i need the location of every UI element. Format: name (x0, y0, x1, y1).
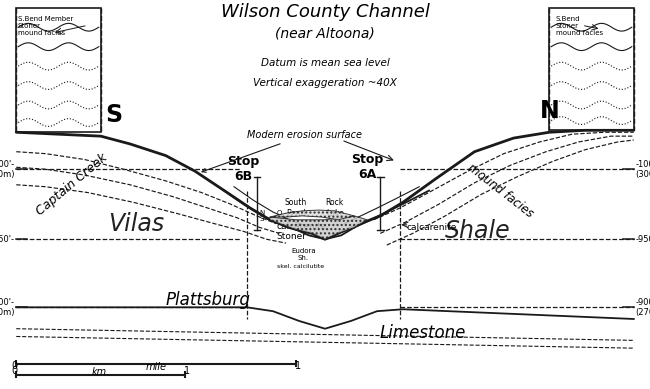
Text: Shale: Shale (445, 219, 510, 244)
Text: South
Bend: South Bend (285, 198, 307, 218)
Text: Stop
6B: Stop 6B (227, 155, 260, 183)
Text: mound facies: mound facies (465, 161, 536, 220)
Text: calcarenite
Stoner: calcarenite Stoner (276, 222, 326, 241)
Text: 900'-
(270m): 900'- (270m) (0, 298, 14, 317)
Text: Eudora
Sh.: Eudora Sh. (291, 248, 316, 261)
Text: S.Bend Member
Stoner
mound facies: S.Bend Member Stoner mound facies (18, 16, 73, 35)
Text: Plattsburg: Plattsburg (166, 291, 250, 308)
Text: S: S (260, 216, 264, 222)
Bar (549, 8, 634, 130)
Text: Modern erosion surface: Modern erosion surface (202, 130, 362, 172)
Bar (16, 8, 101, 132)
Text: 1000'-
(300m): 1000'- (300m) (0, 159, 14, 179)
Text: 0: 0 (11, 361, 18, 371)
Text: S.Bend
Stoner
mound facies: S.Bend Stoner mound facies (556, 16, 603, 35)
Polygon shape (270, 216, 367, 239)
Text: Limestone: Limestone (380, 324, 465, 342)
Text: 950'-: 950'- (0, 235, 14, 244)
Text: 1: 1 (294, 361, 301, 371)
Text: Captain Creek: Captain Creek (33, 151, 110, 218)
Text: Datum is mean sea level: Datum is mean sea level (261, 58, 389, 68)
Text: -1000'
(300m): -1000' (300m) (636, 159, 650, 179)
Text: N: N (540, 99, 559, 123)
Text: km.: km. (92, 366, 110, 377)
Text: 0: 0 (11, 366, 18, 376)
Text: -950': -950' (636, 235, 650, 244)
Polygon shape (270, 210, 354, 220)
Text: Wilson County Channel: Wilson County Channel (220, 4, 430, 21)
Text: Q: Q (277, 210, 282, 216)
Text: Stop
6A: Stop 6A (351, 153, 383, 181)
Text: -900'
(270m): -900' (270m) (636, 298, 650, 317)
Text: (near Altoona): (near Altoona) (275, 27, 375, 41)
Text: calcarenite: calcarenite (406, 223, 456, 232)
Text: Vilas: Vilas (109, 212, 164, 236)
Text: Rock
Lake: Rock Lake (326, 198, 344, 218)
Text: mile: mile (146, 362, 166, 372)
Text: Vertical exaggeration ~40X: Vertical exaggeration ~40X (253, 77, 397, 88)
Text: N: N (259, 210, 265, 216)
Text: skel. calcilutite: skel. calcilutite (277, 264, 324, 269)
Text: 1: 1 (184, 366, 190, 376)
Text: S: S (105, 103, 122, 127)
